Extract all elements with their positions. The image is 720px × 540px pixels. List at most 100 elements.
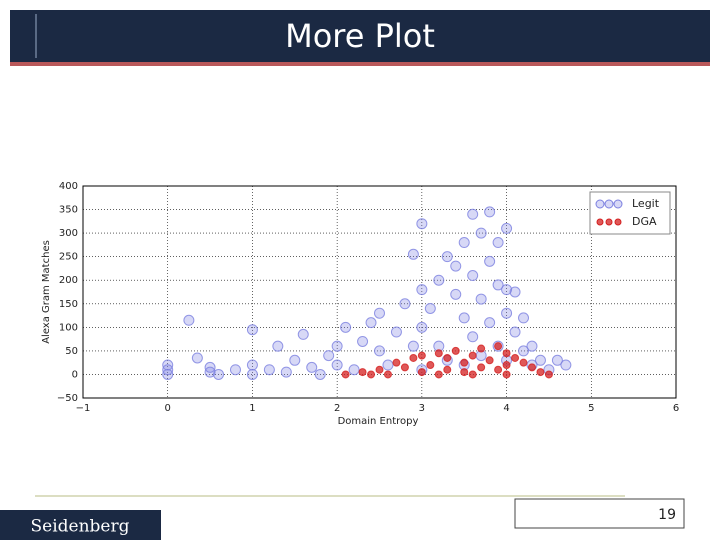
point bbox=[484, 206, 496, 218]
point bbox=[289, 354, 301, 366]
point bbox=[460, 358, 469, 367]
point bbox=[246, 368, 258, 380]
point bbox=[475, 293, 487, 305]
point bbox=[246, 324, 258, 336]
x-tick-label: −1 bbox=[76, 403, 91, 414]
point bbox=[374, 345, 385, 357]
footer-box bbox=[0, 510, 161, 540]
y-tick-label: −50 bbox=[57, 393, 78, 404]
plot: −1 0 1 2 3 4 5 6 −50 0 50 100 150 200 250 300 350 400 Legi… bbox=[57, 181, 679, 414]
point bbox=[246, 359, 258, 371]
point bbox=[390, 326, 402, 338]
legend-marker bbox=[595, 199, 605, 209]
y-tick-label: 350 bbox=[59, 205, 78, 216]
point bbox=[314, 368, 326, 380]
point bbox=[484, 255, 496, 267]
point bbox=[485, 356, 494, 365]
point bbox=[374, 307, 385, 319]
page-number: 19 bbox=[658, 507, 676, 523]
point bbox=[509, 326, 521, 338]
point bbox=[297, 328, 309, 340]
title-bar bbox=[10, 10, 710, 62]
y-tick-label: 400 bbox=[59, 181, 78, 192]
point bbox=[502, 361, 511, 370]
point bbox=[392, 358, 401, 367]
x-tick-label: 1 bbox=[249, 403, 255, 414]
point bbox=[518, 345, 530, 357]
point bbox=[492, 237, 504, 249]
y-axis-label: Alexa Gram Matches bbox=[41, 240, 52, 344]
point bbox=[502, 349, 511, 358]
point bbox=[484, 317, 496, 329]
point bbox=[367, 370, 376, 379]
point bbox=[467, 208, 479, 220]
point bbox=[536, 368, 545, 377]
point bbox=[162, 359, 174, 371]
point bbox=[229, 364, 241, 376]
point bbox=[518, 312, 530, 324]
point bbox=[519, 358, 528, 367]
legend-box bbox=[589, 191, 671, 235]
point bbox=[477, 344, 486, 353]
plot-area bbox=[82, 185, 677, 399]
point bbox=[417, 368, 426, 377]
point bbox=[365, 317, 377, 329]
point bbox=[467, 270, 479, 282]
point bbox=[434, 370, 443, 379]
point bbox=[527, 363, 536, 372]
y-tick-label: 100 bbox=[59, 322, 78, 333]
point bbox=[544, 370, 553, 379]
point bbox=[191, 352, 203, 364]
legend-marker bbox=[604, 199, 614, 209]
point bbox=[382, 359, 394, 371]
y-tick-label: 200 bbox=[59, 275, 78, 286]
point bbox=[492, 279, 504, 291]
point bbox=[551, 354, 563, 366]
legend-marker bbox=[605, 218, 613, 226]
x-tick-label: 4 bbox=[503, 403, 509, 414]
point bbox=[494, 365, 503, 374]
point bbox=[263, 364, 275, 376]
x-tick-label: 6 bbox=[673, 403, 679, 414]
point bbox=[475, 227, 487, 239]
x-tick-label: 2 bbox=[334, 403, 340, 414]
point bbox=[400, 363, 409, 372]
point bbox=[434, 349, 443, 358]
point bbox=[468, 351, 477, 360]
point bbox=[443, 365, 452, 374]
point bbox=[450, 260, 462, 272]
point bbox=[409, 353, 418, 362]
point bbox=[443, 353, 452, 362]
point bbox=[340, 321, 352, 333]
x-tick-label: 0 bbox=[165, 403, 171, 414]
point bbox=[331, 340, 343, 352]
point bbox=[416, 218, 428, 230]
point bbox=[426, 361, 435, 370]
point bbox=[407, 340, 419, 352]
point bbox=[451, 346, 460, 355]
point bbox=[534, 354, 546, 366]
y-tick-label: 50 bbox=[65, 346, 78, 357]
x-tick-label: 3 bbox=[419, 403, 425, 414]
y-tick-label: 300 bbox=[59, 228, 78, 239]
point bbox=[511, 353, 520, 362]
title-underline bbox=[10, 62, 710, 66]
x-axis-label: Domain Entropy bbox=[338, 416, 419, 427]
point bbox=[501, 307, 513, 319]
slide-title: More Plot bbox=[285, 17, 435, 55]
point bbox=[183, 314, 195, 326]
point bbox=[441, 251, 453, 263]
footer-text: Seidenberg bbox=[31, 517, 130, 537]
point bbox=[560, 359, 572, 371]
point bbox=[348, 364, 360, 376]
point bbox=[526, 340, 538, 352]
point bbox=[323, 350, 335, 362]
y-tick-label: 250 bbox=[59, 252, 78, 263]
legend-label: Legit bbox=[632, 197, 660, 210]
point bbox=[501, 222, 513, 234]
legend-marker bbox=[596, 218, 604, 226]
legend-marker bbox=[613, 199, 623, 209]
point bbox=[509, 286, 521, 298]
